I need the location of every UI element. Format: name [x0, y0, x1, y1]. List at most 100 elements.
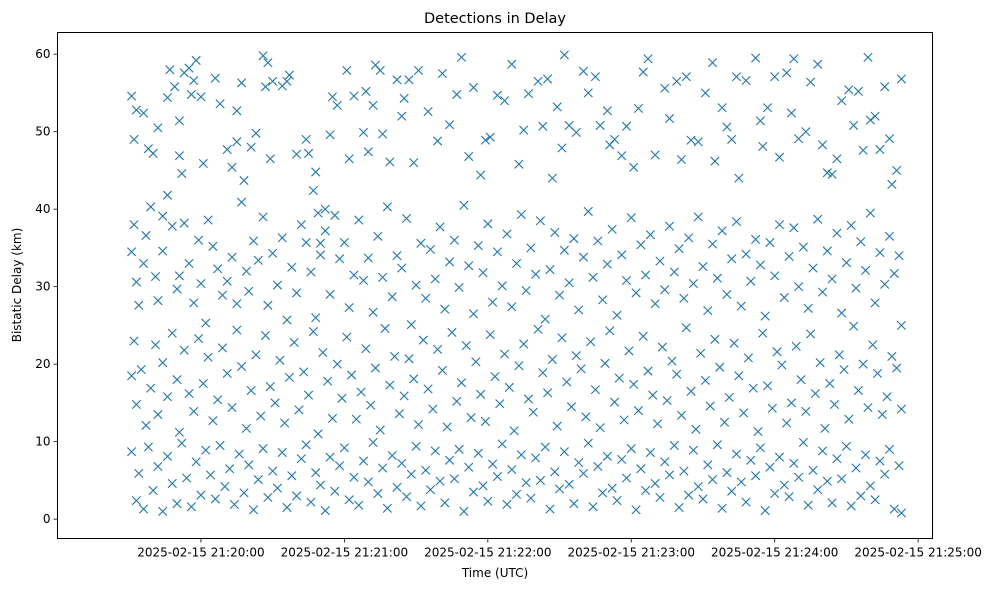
data-point: [736, 477, 746, 487]
data-point: [507, 59, 517, 69]
data-point: [282, 315, 292, 325]
data-point: [662, 395, 672, 406]
data-point: [335, 254, 345, 264]
data-point: [641, 485, 651, 496]
data-point: [617, 151, 627, 161]
data-point: [208, 416, 218, 426]
data-point: [492, 247, 502, 257]
data-point: [236, 361, 247, 372]
data-point: [521, 478, 531, 488]
data-point: [129, 134, 139, 145]
data-point: [449, 235, 459, 245]
data-point: [794, 282, 804, 292]
data-point: [679, 293, 689, 303]
data-point: [284, 372, 294, 382]
data-point: [127, 447, 137, 457]
data-point: [846, 220, 856, 231]
data-point: [863, 52, 873, 62]
data-point: [158, 211, 168, 221]
data-point: [600, 358, 610, 368]
data-point: [550, 227, 560, 238]
data-point: [330, 210, 340, 220]
data-point: [227, 162, 237, 172]
data-point: [225, 464, 235, 474]
data-point: [201, 318, 211, 328]
data-point: [162, 392, 173, 402]
data-point: [846, 501, 856, 511]
data-point: [138, 108, 149, 118]
data-point: [480, 135, 491, 145]
data-point: [669, 440, 679, 451]
data-point: [736, 301, 746, 311]
data-point: [411, 280, 421, 290]
data-point: [291, 491, 302, 501]
data-point: [146, 383, 156, 393]
data-point: [227, 252, 237, 262]
data-point: [263, 58, 273, 68]
data-point: [798, 437, 808, 448]
data-point: [449, 474, 459, 484]
data-point: [485, 132, 495, 142]
data-point: [535, 475, 546, 485]
data-point: [373, 488, 383, 499]
data-point: [884, 444, 895, 454]
data-point: [805, 77, 816, 87]
data-point: [827, 274, 837, 284]
data-point: [557, 333, 567, 343]
data-point: [693, 481, 703, 492]
data-point: [399, 93, 409, 103]
data-point: [203, 215, 213, 225]
data-point: [301, 237, 311, 248]
data-point: [808, 263, 818, 273]
data-point: [844, 85, 854, 95]
data-point: [597, 295, 608, 305]
data-point: [583, 438, 593, 448]
data-point: [722, 468, 732, 478]
data-point: [392, 75, 402, 85]
data-point: [543, 74, 553, 84]
data-point: [707, 239, 718, 249]
data-point: [789, 458, 799, 468]
data-point: [755, 260, 765, 270]
data-point: [416, 501, 426, 511]
data-point: [315, 480, 326, 490]
data-point: [760, 506, 770, 516]
data-point: [696, 348, 706, 358]
data-point: [595, 120, 605, 131]
data-point: [440, 304, 450, 314]
data-point: [743, 353, 754, 363]
data-point: [887, 351, 897, 361]
data-point: [294, 405, 304, 415]
data-point: [841, 258, 852, 268]
data-point: [698, 261, 708, 272]
data-point: [578, 66, 589, 76]
data-point: [889, 268, 899, 279]
data-point: [538, 121, 548, 131]
data-point: [308, 327, 318, 337]
data-point: [523, 394, 534, 404]
data-point: [597, 488, 608, 498]
data-point: [234, 449, 244, 459]
data-point: [227, 402, 237, 413]
data-point: [239, 175, 249, 186]
data-point: [531, 453, 541, 463]
data-point: [772, 347, 782, 357]
data-point: [172, 284, 182, 294]
data-point: [562, 377, 572, 387]
data-point: [650, 299, 660, 309]
data-point: [526, 493, 536, 503]
data-point: [416, 238, 426, 248]
data-point: [167, 328, 177, 338]
data-point: [208, 241, 218, 251]
data-point: [832, 154, 842, 164]
data-point: [540, 314, 550, 324]
data-point: [865, 208, 875, 218]
data-point: [588, 272, 598, 282]
y-tick-label: 20: [35, 357, 50, 371]
data-point: [650, 478, 660, 489]
data-point: [189, 75, 199, 86]
data-point: [222, 368, 232, 379]
data-point: [774, 452, 785, 462]
data-point: [794, 472, 804, 482]
x-tick-label: 2025-02-15 21:22:00: [424, 546, 551, 560]
